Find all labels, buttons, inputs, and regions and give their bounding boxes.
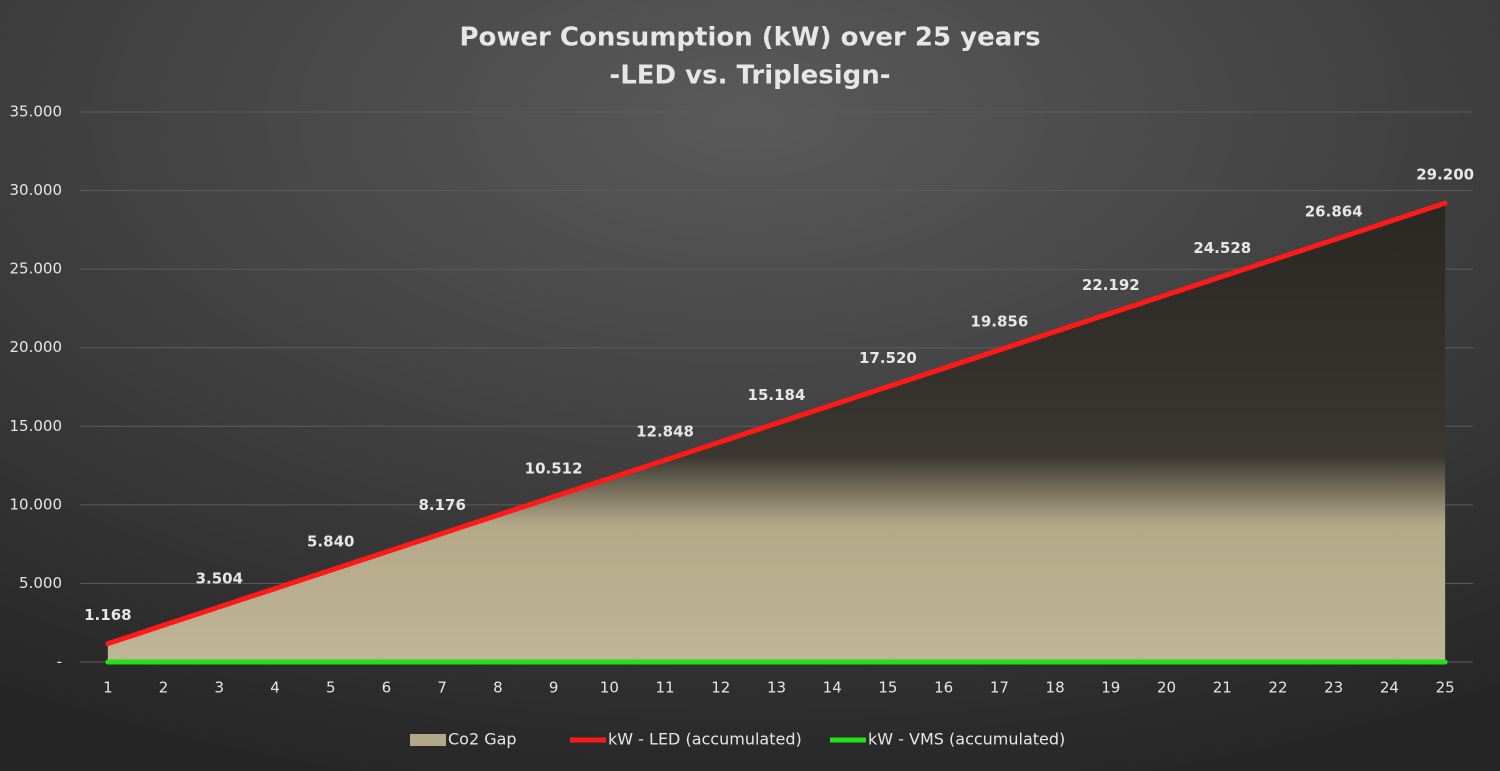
x-tick-label: 21 bbox=[1213, 679, 1232, 697]
y-tick-label: 25.000 bbox=[10, 260, 63, 278]
data-label: 19.856 bbox=[970, 312, 1028, 330]
area bbox=[107, 203, 1446, 662]
x-tick-label: 11 bbox=[656, 679, 675, 697]
x-tick-label: 15 bbox=[878, 679, 897, 697]
data-label: 15.184 bbox=[748, 386, 806, 404]
x-tick-label: 25 bbox=[1436, 679, 1455, 697]
data-label: 22.192 bbox=[1082, 276, 1140, 294]
y-tick-label: 5.000 bbox=[19, 574, 62, 592]
chart-subtitle: -LED vs. Triplesign- bbox=[609, 61, 890, 91]
x-tick-label: 2 bbox=[159, 679, 169, 697]
data-label: 10.512 bbox=[525, 459, 583, 477]
legend-label: kW - VMS (accumulated) bbox=[868, 730, 1065, 749]
legend-label: kW - LED (accumulated) bbox=[608, 730, 802, 749]
x-tick-label: 16 bbox=[934, 679, 953, 697]
x-tick-label: 1 bbox=[103, 679, 113, 697]
x-tick-label: 19 bbox=[1101, 679, 1120, 697]
y-tick-label: 10.000 bbox=[10, 495, 63, 513]
data-label: 26.864 bbox=[1305, 202, 1363, 220]
x-tick-label: 3 bbox=[215, 679, 225, 697]
data-label: 12.848 bbox=[636, 423, 694, 441]
x-tick-label: 10 bbox=[600, 679, 619, 697]
y-tick-label: - bbox=[57, 653, 62, 671]
y-tick-label: 15.000 bbox=[10, 417, 63, 435]
x-tick-label: 18 bbox=[1046, 679, 1065, 697]
y-tick-label: 35.000 bbox=[10, 103, 63, 121]
data-label: 3.504 bbox=[196, 569, 243, 587]
data-label: 8.176 bbox=[418, 496, 465, 514]
x-tick-label: 20 bbox=[1157, 679, 1176, 697]
line bbox=[105, 200, 1448, 647]
x-tick-label: 13 bbox=[767, 679, 786, 697]
x-tick-label: 24 bbox=[1380, 679, 1399, 697]
x-tick-label: 14 bbox=[823, 679, 842, 697]
x-tick-label: 8 bbox=[493, 679, 503, 697]
x-tick-label: 6 bbox=[382, 679, 392, 697]
x-tick-label: 7 bbox=[437, 679, 447, 697]
x-tick-label: 22 bbox=[1268, 679, 1287, 697]
data-label: 5.840 bbox=[307, 533, 354, 551]
data-label: 1.168 bbox=[84, 606, 131, 624]
y-tick-label: 20.000 bbox=[10, 338, 63, 356]
legend-swatch bbox=[410, 734, 446, 746]
data-label: 17.520 bbox=[859, 349, 917, 367]
y-tick-label: 30.000 bbox=[10, 181, 63, 199]
chart-title: Power Consumption (kW) over 25 years bbox=[459, 23, 1040, 53]
x-tick-label: 12 bbox=[711, 679, 730, 697]
x-tick-label: 5 bbox=[326, 679, 336, 697]
x-tick-label: 23 bbox=[1324, 679, 1343, 697]
legend-label: Co2 Gap bbox=[448, 730, 517, 749]
x-tick-label: 4 bbox=[270, 679, 280, 697]
data-label: 24.528 bbox=[1193, 239, 1251, 257]
x-tick-label: 9 bbox=[549, 679, 559, 697]
data-label: 29.200 bbox=[1416, 166, 1474, 184]
x-tick-label: 17 bbox=[990, 679, 1009, 697]
